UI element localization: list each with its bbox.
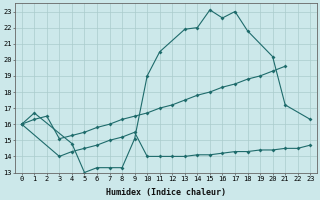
X-axis label: Humidex (Indice chaleur): Humidex (Indice chaleur) (106, 188, 226, 197)
